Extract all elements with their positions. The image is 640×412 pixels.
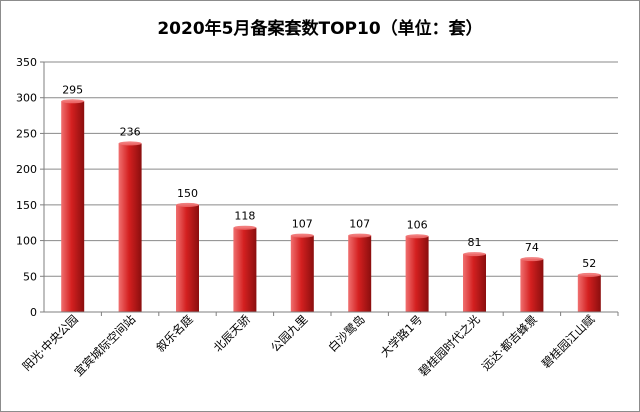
y-tick-label: 0 bbox=[30, 306, 37, 319]
bar-cap bbox=[176, 202, 199, 207]
data-label: 81 bbox=[468, 236, 482, 249]
category-label: 叙乐名庭 bbox=[153, 312, 196, 355]
category-label: 大学路1号 bbox=[378, 312, 426, 360]
data-label: 150 bbox=[177, 187, 198, 200]
bar bbox=[176, 204, 199, 312]
bar bbox=[61, 101, 85, 313]
data-label: 107 bbox=[349, 218, 370, 231]
bar-cap bbox=[577, 272, 601, 277]
data-label: 106 bbox=[407, 218, 428, 231]
data-label: 52 bbox=[582, 257, 596, 270]
category-label: 碧桂园时代之光 bbox=[416, 312, 483, 379]
data-label: 295 bbox=[62, 83, 83, 96]
y-tick-label: 150 bbox=[16, 199, 37, 212]
bar bbox=[405, 236, 429, 312]
y-tick-label: 350 bbox=[16, 56, 37, 69]
bar-cap bbox=[405, 234, 429, 239]
bar-cap bbox=[233, 225, 257, 230]
bar bbox=[118, 143, 142, 312]
bar-cap bbox=[520, 257, 544, 262]
bar-cap bbox=[290, 233, 314, 238]
y-tick-label: 250 bbox=[16, 127, 37, 140]
category-label: 宜宾城际空间站 bbox=[71, 312, 138, 379]
category-label: 碧桂园江山赋 bbox=[539, 312, 598, 371]
axes bbox=[40, 61, 619, 316]
bar bbox=[348, 235, 372, 312]
bar bbox=[577, 274, 601, 312]
bar-cap bbox=[463, 252, 486, 257]
category-label: 公园九里 bbox=[268, 312, 310, 354]
bar-cap bbox=[348, 233, 372, 238]
labels: 0 50 100 150 200 250 300 350 295 阳光·中央公园 236 宜宾城际空间… bbox=[16, 56, 598, 379]
y-tick-label: 50 bbox=[23, 270, 37, 283]
data-label: 118 bbox=[234, 210, 255, 223]
bars bbox=[61, 99, 601, 313]
chart-title: 2020年5月备案套数TOP10（单位：套） bbox=[157, 19, 483, 39]
y-tick-label: 300 bbox=[16, 92, 37, 105]
category-label: 北辰天骄 bbox=[211, 312, 254, 355]
bar bbox=[463, 254, 486, 312]
y-tick-label: 200 bbox=[16, 163, 37, 176]
bar-cap bbox=[118, 141, 142, 146]
category-label: 阳光·中央公园 bbox=[20, 312, 81, 373]
category-label: 白沙鹭岛 bbox=[325, 312, 367, 354]
data-label: 74 bbox=[525, 241, 539, 254]
data-label: 107 bbox=[292, 218, 313, 231]
data-label: 236 bbox=[120, 125, 141, 138]
category-label: 远达·都吉蜂景 bbox=[479, 312, 540, 373]
bar bbox=[290, 235, 314, 312]
y-tick-label: 100 bbox=[16, 235, 37, 248]
bar bbox=[233, 227, 257, 312]
bar bbox=[520, 259, 544, 312]
bar-cap bbox=[61, 99, 85, 104]
